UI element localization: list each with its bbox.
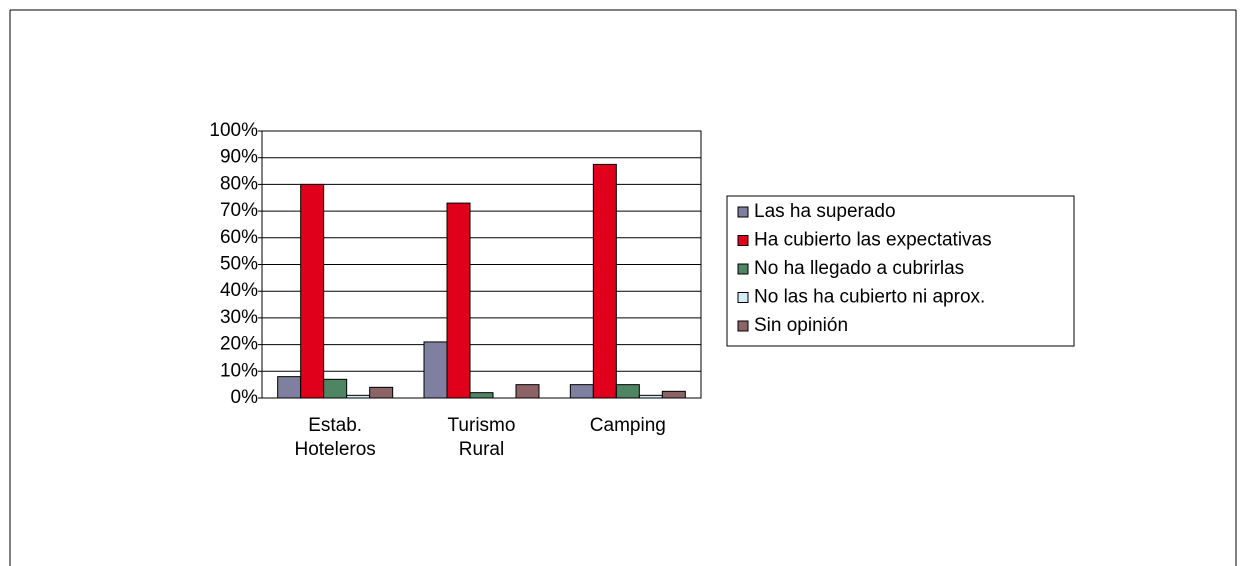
y-tick-label: 80%: [220, 173, 258, 194]
bar: [661, 390, 686, 399]
legend-swatch: [737, 320, 749, 332]
y-tick-label: 70%: [220, 200, 258, 221]
bar: [346, 394, 371, 399]
bar: [423, 341, 448, 399]
legend-label: Ha cubierto las expectativas: [754, 230, 992, 251]
legend-swatch: [737, 206, 749, 218]
bar: [569, 384, 594, 399]
y-tick-label: 30%: [220, 307, 258, 328]
y-tick-label: 100%: [209, 120, 258, 141]
y-tick-label: 10%: [220, 360, 258, 381]
bar: [277, 376, 302, 399]
bar: [615, 384, 640, 399]
x-tick-label: Turismo Rural: [447, 415, 516, 460]
bar: [469, 392, 494, 399]
y-tick-label: 50%: [220, 254, 258, 275]
legend-swatch: [737, 292, 749, 303]
x-tick-label: Estab. Hoteleros: [294, 415, 376, 460]
bar: [323, 378, 348, 399]
y-tick-label: 60%: [220, 227, 258, 248]
bar: [592, 163, 617, 399]
legend-label: No ha llegado a cubrirlas: [754, 258, 964, 279]
legend-label: Las ha superado: [754, 201, 896, 222]
x-tick-label: Camping: [589, 415, 666, 436]
bar: [300, 183, 325, 399]
legend-swatch: [737, 235, 749, 246]
bar: [369, 386, 394, 399]
y-tick-label: 0%: [231, 387, 259, 408]
bar: [446, 202, 471, 399]
y-tick-label: 90%: [220, 147, 258, 168]
y-tick-label: 20%: [220, 334, 258, 355]
legend-label: No las ha cubierto ni aprox.: [754, 287, 985, 308]
legend-label: Sin opinión: [754, 315, 848, 336]
bar: [515, 384, 540, 399]
y-tick-label: 40%: [220, 280, 258, 301]
legend-box: [726, 195, 1075, 347]
legend-swatch: [737, 263, 749, 275]
bar: [638, 394, 663, 399]
